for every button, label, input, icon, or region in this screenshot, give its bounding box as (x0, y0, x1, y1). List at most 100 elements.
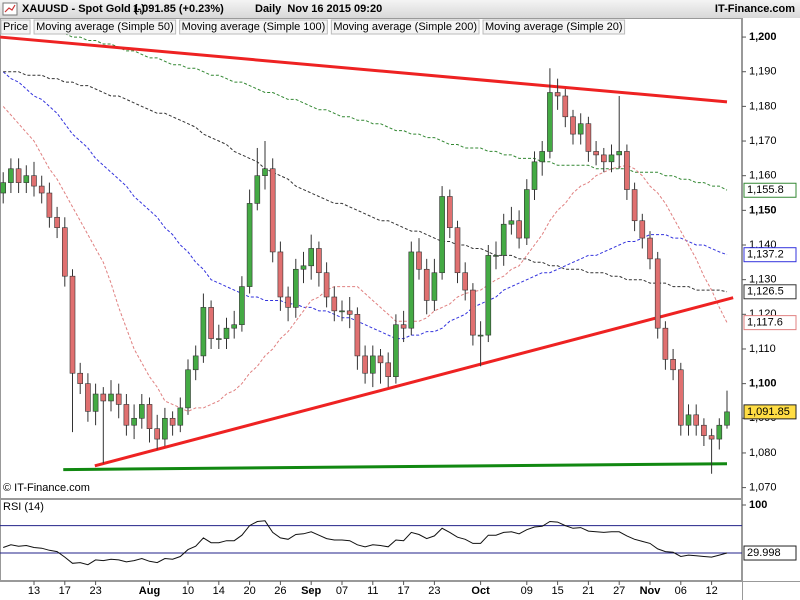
candle-body (600, 154, 607, 163)
header-icon-line (4, 4, 16, 13)
candle-body (46, 192, 53, 218)
source: IT-Finance.com (715, 3, 795, 15)
y-tick-label: 1,130 (749, 274, 777, 286)
candle-body (585, 123, 592, 152)
candle-body (400, 324, 407, 329)
x-tick-label: 21 (582, 585, 594, 597)
x-tick-label: Sep (301, 585, 321, 597)
value-box-label: 1,117.6 (747, 317, 783, 329)
x-tick-label: 11 (367, 585, 378, 597)
trend-line (0, 35, 728, 104)
candle-body (416, 251, 422, 270)
candle-body (146, 404, 153, 429)
candle-body (431, 272, 438, 301)
x-tick-label: 23 (89, 585, 101, 597)
rsi-frame (0, 499, 742, 581)
x-tick-label: 15 (551, 585, 563, 597)
chart-subtitle: 1,091.85 (+0.23%) (133, 3, 224, 15)
labels: 1,0701,0801,0901,1001,1101,1201,1301,140… (0, 19, 797, 597)
y-tick-label: 1,160 (749, 170, 777, 182)
timeframe: Daily Nov 16 2015 09:20 (255, 3, 382, 15)
legend-box (482, 19, 626, 35)
y-tick-label: 1,150 (749, 204, 777, 216)
candle-body (262, 168, 268, 176)
candle-body (77, 372, 83, 384)
moving-average (64, 33, 728, 191)
x-tick-label: 14 (213, 585, 225, 597)
candle-body (154, 428, 160, 440)
candle-body (670, 359, 676, 371)
candle-body (246, 203, 253, 287)
candle-body (631, 189, 638, 222)
candle-body (708, 435, 715, 440)
value-box (743, 284, 797, 300)
legend-label: Price (3, 21, 28, 33)
rsi-tick-label: 100 (749, 499, 767, 511)
candle-body (31, 175, 37, 187)
legend-label: Moving average (Simple 50) (36, 21, 174, 33)
y-tick-label: 1,170 (749, 135, 777, 147)
value-box-label: 1,126.5 (747, 286, 784, 298)
candle-body (493, 255, 499, 257)
candle-body (577, 123, 584, 135)
candle-body (654, 258, 661, 329)
candle-body (216, 338, 222, 340)
candle-body (685, 414, 692, 426)
candle-body (54, 216, 60, 228)
value-box (743, 404, 797, 420)
candle-body (254, 175, 261, 204)
value-box-label: 1,137.2 (747, 249, 784, 261)
candle-body (477, 334, 484, 337)
candle-body (208, 307, 214, 339)
candle-body (192, 355, 199, 371)
candle-body (231, 324, 237, 329)
x-tick-label: Oct (471, 585, 490, 597)
legend-label: Moving average (Simple 100) (182, 21, 326, 33)
candle-body (108, 393, 114, 402)
candle-body (239, 286, 245, 326)
y-tick-label: 1,100 (749, 378, 777, 390)
candle-body (346, 310, 353, 315)
candle-body (285, 296, 291, 308)
candle-body (8, 168, 14, 183)
x-tick-label: 17 (397, 585, 409, 597)
candle-body (439, 196, 445, 274)
candle-body (23, 175, 30, 183)
candle-body (169, 417, 176, 426)
x-tick-label: 07 (336, 585, 348, 597)
y-tick-label: 1,110 (749, 343, 776, 355)
rsi-line (3, 520, 728, 566)
candle-body (516, 220, 522, 239)
plot-frame (0, 18, 742, 499)
candle-body (408, 251, 415, 329)
price-plot (0, 33, 734, 474)
x-tick-label: Aug (139, 585, 160, 597)
candle-body (69, 275, 76, 374)
value-box (743, 315, 797, 331)
candle-body (115, 393, 122, 405)
legend-label: Moving average (Simple 200) (333, 21, 477, 33)
moving-average (2, 71, 728, 340)
trend-line (63, 462, 728, 472)
candle-body (185, 369, 191, 409)
chart-title: XAUUSD - Spot Gold (-) (22, 3, 145, 15)
candle-body (308, 248, 315, 267)
candle-body (554, 92, 561, 97)
y-tick-label: 1,190 (749, 66, 777, 78)
x-tick-label: 09 (521, 585, 533, 597)
candle-body (200, 307, 207, 357)
candle-body (38, 185, 45, 194)
legend-box (330, 19, 480, 35)
value-box-label: 1,155.8 (747, 184, 784, 196)
value-box (743, 545, 797, 561)
candle-body (531, 161, 538, 190)
candle-body (15, 168, 22, 183)
trend-line (94, 296, 734, 468)
candle-body (385, 362, 392, 378)
candle-body (92, 393, 99, 412)
candle-body (223, 327, 230, 339)
candle-body (277, 251, 284, 298)
value-box (743, 247, 797, 263)
candle-body (446, 196, 453, 228)
